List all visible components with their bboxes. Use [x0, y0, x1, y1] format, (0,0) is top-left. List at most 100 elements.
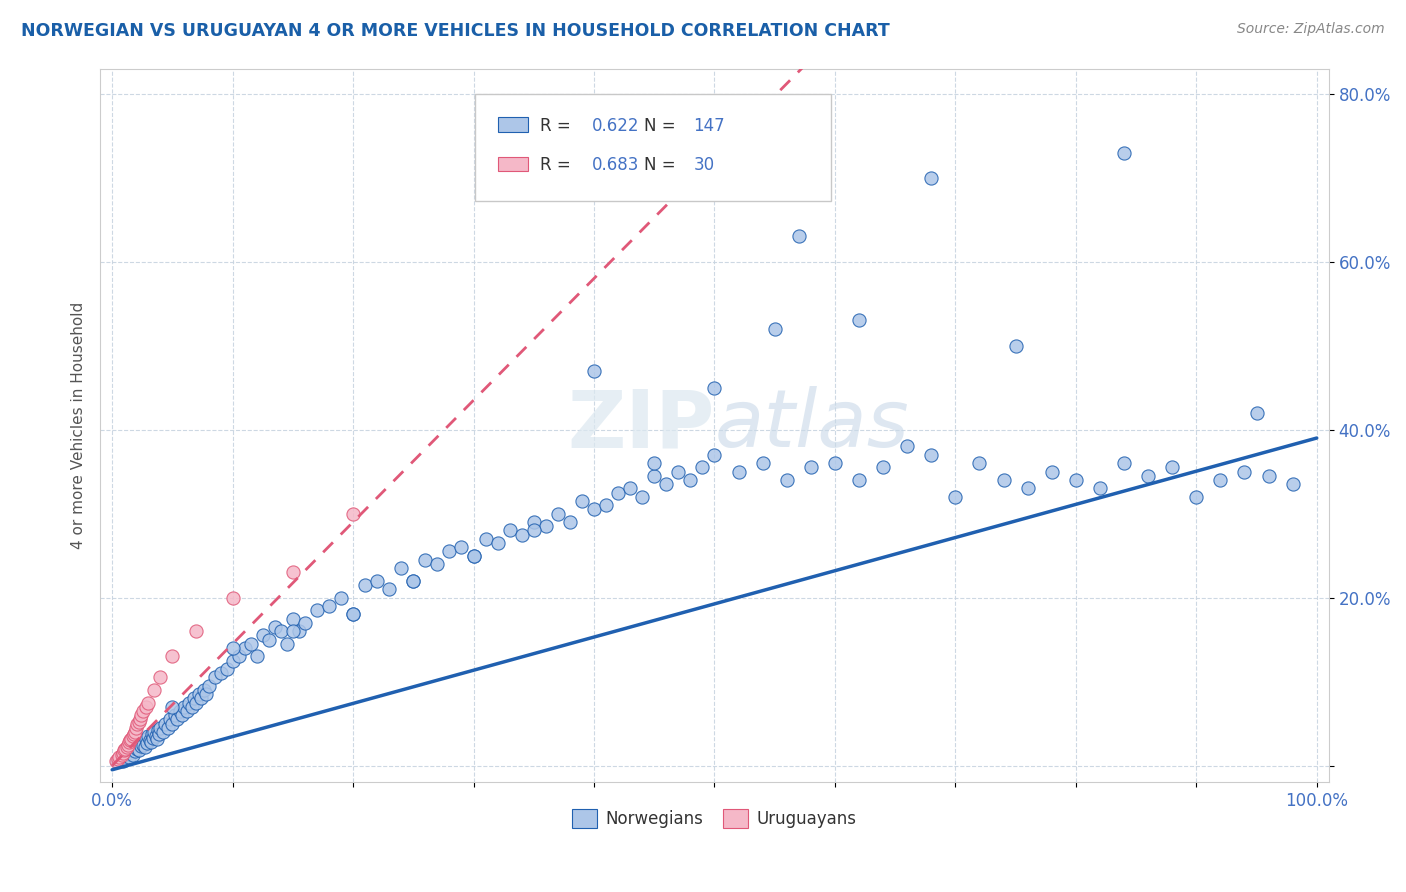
Point [127, 741, 149, 756]
Point [547, 507, 569, 521]
Point [125, 721, 148, 735]
Point [104, 755, 127, 769]
Point [129, 708, 152, 723]
Point [1209, 473, 1232, 487]
Point [1004, 339, 1026, 353]
Point [132, 704, 155, 718]
Point [727, 465, 749, 479]
Point [389, 561, 412, 575]
Point [117, 738, 139, 752]
Point [824, 456, 846, 470]
Point [342, 607, 364, 622]
Point [124, 725, 146, 739]
Point [149, 670, 172, 684]
Point [138, 733, 160, 747]
Point [848, 473, 870, 487]
Point [135, 731, 157, 746]
Point [193, 683, 215, 698]
Point [221, 640, 243, 655]
Point [252, 628, 274, 642]
Point [124, 744, 146, 758]
Y-axis label: 4 or more Vehicles in Household: 4 or more Vehicles in Household [72, 301, 86, 549]
Point [136, 736, 159, 750]
Point [146, 723, 169, 738]
Point [127, 716, 149, 731]
Point [111, 754, 134, 768]
Point [173, 699, 195, 714]
Point [800, 460, 823, 475]
Point [679, 473, 702, 487]
Point [1185, 490, 1208, 504]
Point [142, 731, 165, 745]
Point [993, 473, 1015, 487]
Point [342, 507, 364, 521]
Point [145, 729, 167, 743]
Point [128, 712, 150, 726]
Point [1088, 482, 1111, 496]
Point [1257, 468, 1279, 483]
Text: atlas: atlas [714, 386, 910, 465]
Point [703, 448, 725, 462]
Point [619, 482, 641, 496]
Point [666, 465, 689, 479]
Point [1281, 477, 1303, 491]
Point [120, 741, 142, 756]
Point [120, 733, 142, 747]
Point [162, 716, 184, 731]
Point [131, 733, 153, 747]
Point [534, 519, 557, 533]
Point [148, 727, 170, 741]
Point [330, 591, 353, 605]
Point [143, 683, 166, 698]
Point [186, 624, 208, 639]
Point [402, 574, 425, 588]
Point [246, 649, 269, 664]
Text: R =: R = [540, 117, 571, 135]
Point [122, 740, 145, 755]
Point [221, 654, 243, 668]
Point [179, 696, 201, 710]
Point [848, 313, 870, 327]
Point [1161, 460, 1184, 475]
Point [281, 611, 304, 625]
Point [136, 729, 159, 743]
Point [943, 490, 966, 504]
FancyBboxPatch shape [498, 117, 527, 132]
Point [108, 752, 131, 766]
Point [463, 549, 485, 563]
Point [439, 544, 461, 558]
Text: NORWEGIAN VS URUGUAYAN 4 OR MORE VEHICLES IN HOUSEHOLD CORRELATION CHART: NORWEGIAN VS URUGUAYAN 4 OR MORE VEHICLE… [21, 22, 890, 40]
Point [149, 721, 172, 735]
Point [197, 679, 219, 693]
Text: ZIP: ZIP [567, 386, 714, 465]
Point [143, 725, 166, 739]
Point [523, 524, 546, 538]
Point [1017, 482, 1039, 496]
Point [655, 477, 678, 491]
Point [125, 738, 148, 752]
Point [896, 439, 918, 453]
Text: N =: N = [644, 117, 676, 135]
Point [366, 574, 388, 588]
Text: 0.683: 0.683 [592, 156, 638, 174]
Point [1137, 468, 1160, 483]
Point [288, 624, 311, 639]
Point [195, 687, 218, 701]
Point [183, 691, 205, 706]
Point [607, 485, 630, 500]
Point [294, 615, 316, 630]
Point [105, 755, 128, 769]
Point [305, 603, 328, 617]
Point [153, 716, 176, 731]
Point [111, 750, 134, 764]
Point [920, 448, 942, 462]
Point [117, 746, 139, 760]
Point [186, 696, 208, 710]
Point [180, 699, 202, 714]
Point [162, 699, 184, 714]
Point [135, 699, 157, 714]
Point [118, 735, 141, 749]
Text: N =: N = [644, 156, 676, 174]
Text: R =: R = [540, 156, 571, 174]
Point [523, 515, 546, 529]
